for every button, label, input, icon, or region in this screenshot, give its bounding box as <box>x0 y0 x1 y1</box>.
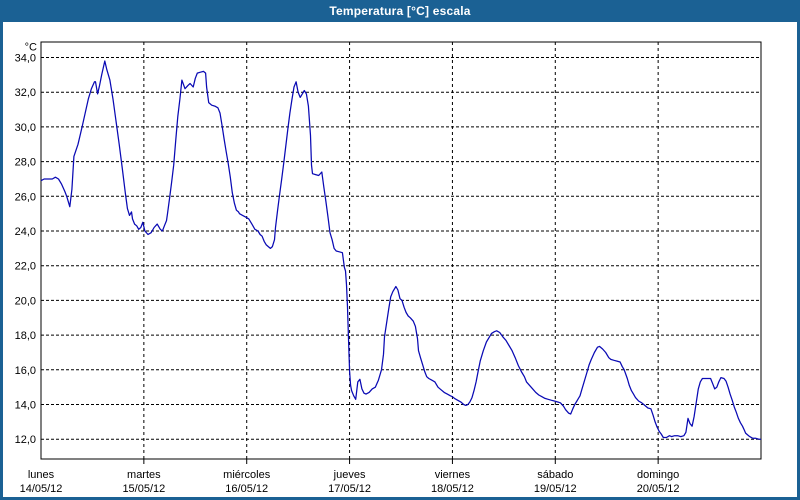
window-title: Temperatura [°C] escala <box>329 4 471 18</box>
x-date-label: 17/05/12 <box>328 483 371 495</box>
y-tick-label: 28,0 <box>15 157 36 169</box>
chart-content-area: 34,0 32,0 30,0 28,0 26,0 24,0 22,0 20,0 18,0 16,0… <box>3 22 797 497</box>
plot-border <box>40 41 762 460</box>
temperature-line <box>40 60 761 440</box>
y-tick-label: 30,0 <box>15 122 36 134</box>
y-tick-label: 32,0 <box>15 87 36 99</box>
temperature-chart: 34,0 32,0 30,0 28,0 26,0 24,0 22,0 20,0 18,0 16,0… <box>15 41 762 495</box>
y-tick-label: 34,0 <box>15 53 36 65</box>
x-day-label: sábado <box>537 469 573 481</box>
x-day-label: lunes <box>28 469 55 481</box>
x-date-label: 20/05/12 <box>637 483 680 495</box>
x-day-label: jueves <box>333 469 366 481</box>
x-day-label: viernes <box>435 469 471 481</box>
window-titlebar[interactable]: Temperatura [°C] escala <box>0 0 800 22</box>
x-date-label: 19/05/12 <box>534 483 577 495</box>
y-axis-unit-label: °C <box>25 42 37 54</box>
y-tick-label: 14,0 <box>15 400 36 412</box>
x-date-label: 16/05/12 <box>225 483 268 495</box>
x-date-label: 15/05/12 <box>122 483 165 495</box>
y-tick-label: 22,0 <box>15 261 36 273</box>
y-tick-label: 18,0 <box>15 330 36 342</box>
x-date-label: 14/05/12 <box>20 483 63 495</box>
x-day-label: miércoles <box>223 469 271 481</box>
y-tick-label: 20,0 <box>15 295 36 307</box>
y-tick-label: 26,0 <box>15 191 36 203</box>
y-tick-label: 12,0 <box>15 434 36 446</box>
x-day-label: martes <box>127 469 161 481</box>
y-tick-label: 24,0 <box>15 226 36 238</box>
x-date-label: 18/05/12 <box>431 483 474 495</box>
y-tick-label: 16,0 <box>15 365 36 377</box>
x-day-label: domingo <box>637 469 679 481</box>
